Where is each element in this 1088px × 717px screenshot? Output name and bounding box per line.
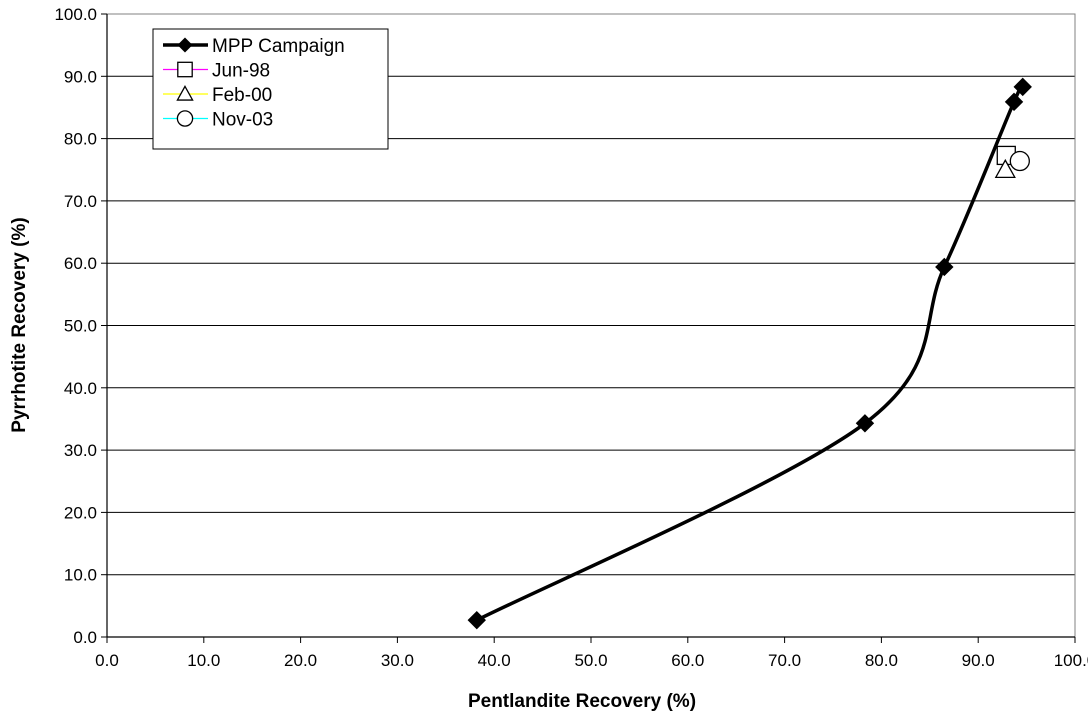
y-tick-label: 10.0: [64, 566, 97, 585]
y-axis-ticks: 0.0 10.0 20.0 30.0 40.0 50.0 60.0 70.0 80.0 90.0 1…: [54, 5, 107, 647]
legend-label: Feb-00: [212, 85, 272, 106]
series-mpp-campaign: [467, 77, 1032, 630]
x-tick-label: 90.0: [962, 651, 995, 670]
legend: MPP Campaign Jun-98 Feb-00 Nov-03: [152, 28, 389, 150]
legend-marker: [177, 37, 193, 53]
y-tick-label: 40.0: [64, 379, 97, 398]
y-tick-label: 50.0: [64, 317, 97, 336]
data-point: [994, 158, 1016, 179]
legend-label: Nov-03: [212, 110, 273, 131]
data-point: [1009, 150, 1030, 172]
legend-item: MPP Campaign: [163, 36, 345, 57]
legend-item: Nov-03: [163, 110, 273, 131]
y-tick-label: 90.0: [64, 67, 97, 86]
x-tick-label: 70.0: [768, 651, 801, 670]
x-tick-label: 0.0: [95, 651, 119, 670]
y-axis-title: Pyrrhotite Recovery (%): [9, 217, 30, 432]
x-axis-ticks: 0.0 10.0 20.0 30.0 40.0 50.0 60.0 70.0 80.0 90.0 1…: [95, 637, 1088, 670]
y-tick-label: 60.0: [64, 254, 97, 273]
x-tick-label: 10.0: [187, 651, 220, 670]
legend-item: Jun-98: [163, 61, 270, 82]
x-tick-label: 20.0: [284, 651, 317, 670]
x-tick-label: 60.0: [671, 651, 704, 670]
series-nov-03: [1009, 150, 1030, 172]
x-tick-label: 100.0: [1054, 651, 1088, 670]
y-tick-label: 30.0: [64, 441, 97, 460]
y-tick-label: 20.0: [64, 503, 97, 522]
legend-marker: [176, 110, 194, 127]
x-axis-title: Pentlandite Recovery (%): [468, 691, 696, 712]
x-tick-label: 30.0: [381, 651, 414, 670]
data-point: [467, 610, 486, 630]
y-tick-label: 100.0: [54, 5, 97, 24]
legend-marker: [177, 61, 193, 78]
legend-label: MPP Campaign: [212, 36, 345, 57]
data-point: [1004, 92, 1024, 112]
x-tick-label: 80.0: [865, 651, 898, 670]
y-tick-label: 0.0: [73, 628, 97, 647]
series-feb-00: [994, 158, 1016, 179]
y-tick-label: 70.0: [64, 192, 97, 211]
x-tick-label: 40.0: [478, 651, 511, 670]
x-tick-label: 50.0: [574, 651, 607, 670]
legend-marker: [176, 85, 194, 101]
legend-box: [152, 28, 389, 150]
series-line: [475, 82, 1025, 622]
legend-label: Jun-98: [212, 61, 270, 82]
data-point: [855, 414, 875, 433]
data-point: [1013, 77, 1032, 97]
y-tick-label: 80.0: [64, 130, 97, 149]
data-point: [935, 257, 954, 277]
legend-item: Feb-00: [163, 85, 272, 106]
series-layer: [467, 77, 1032, 630]
